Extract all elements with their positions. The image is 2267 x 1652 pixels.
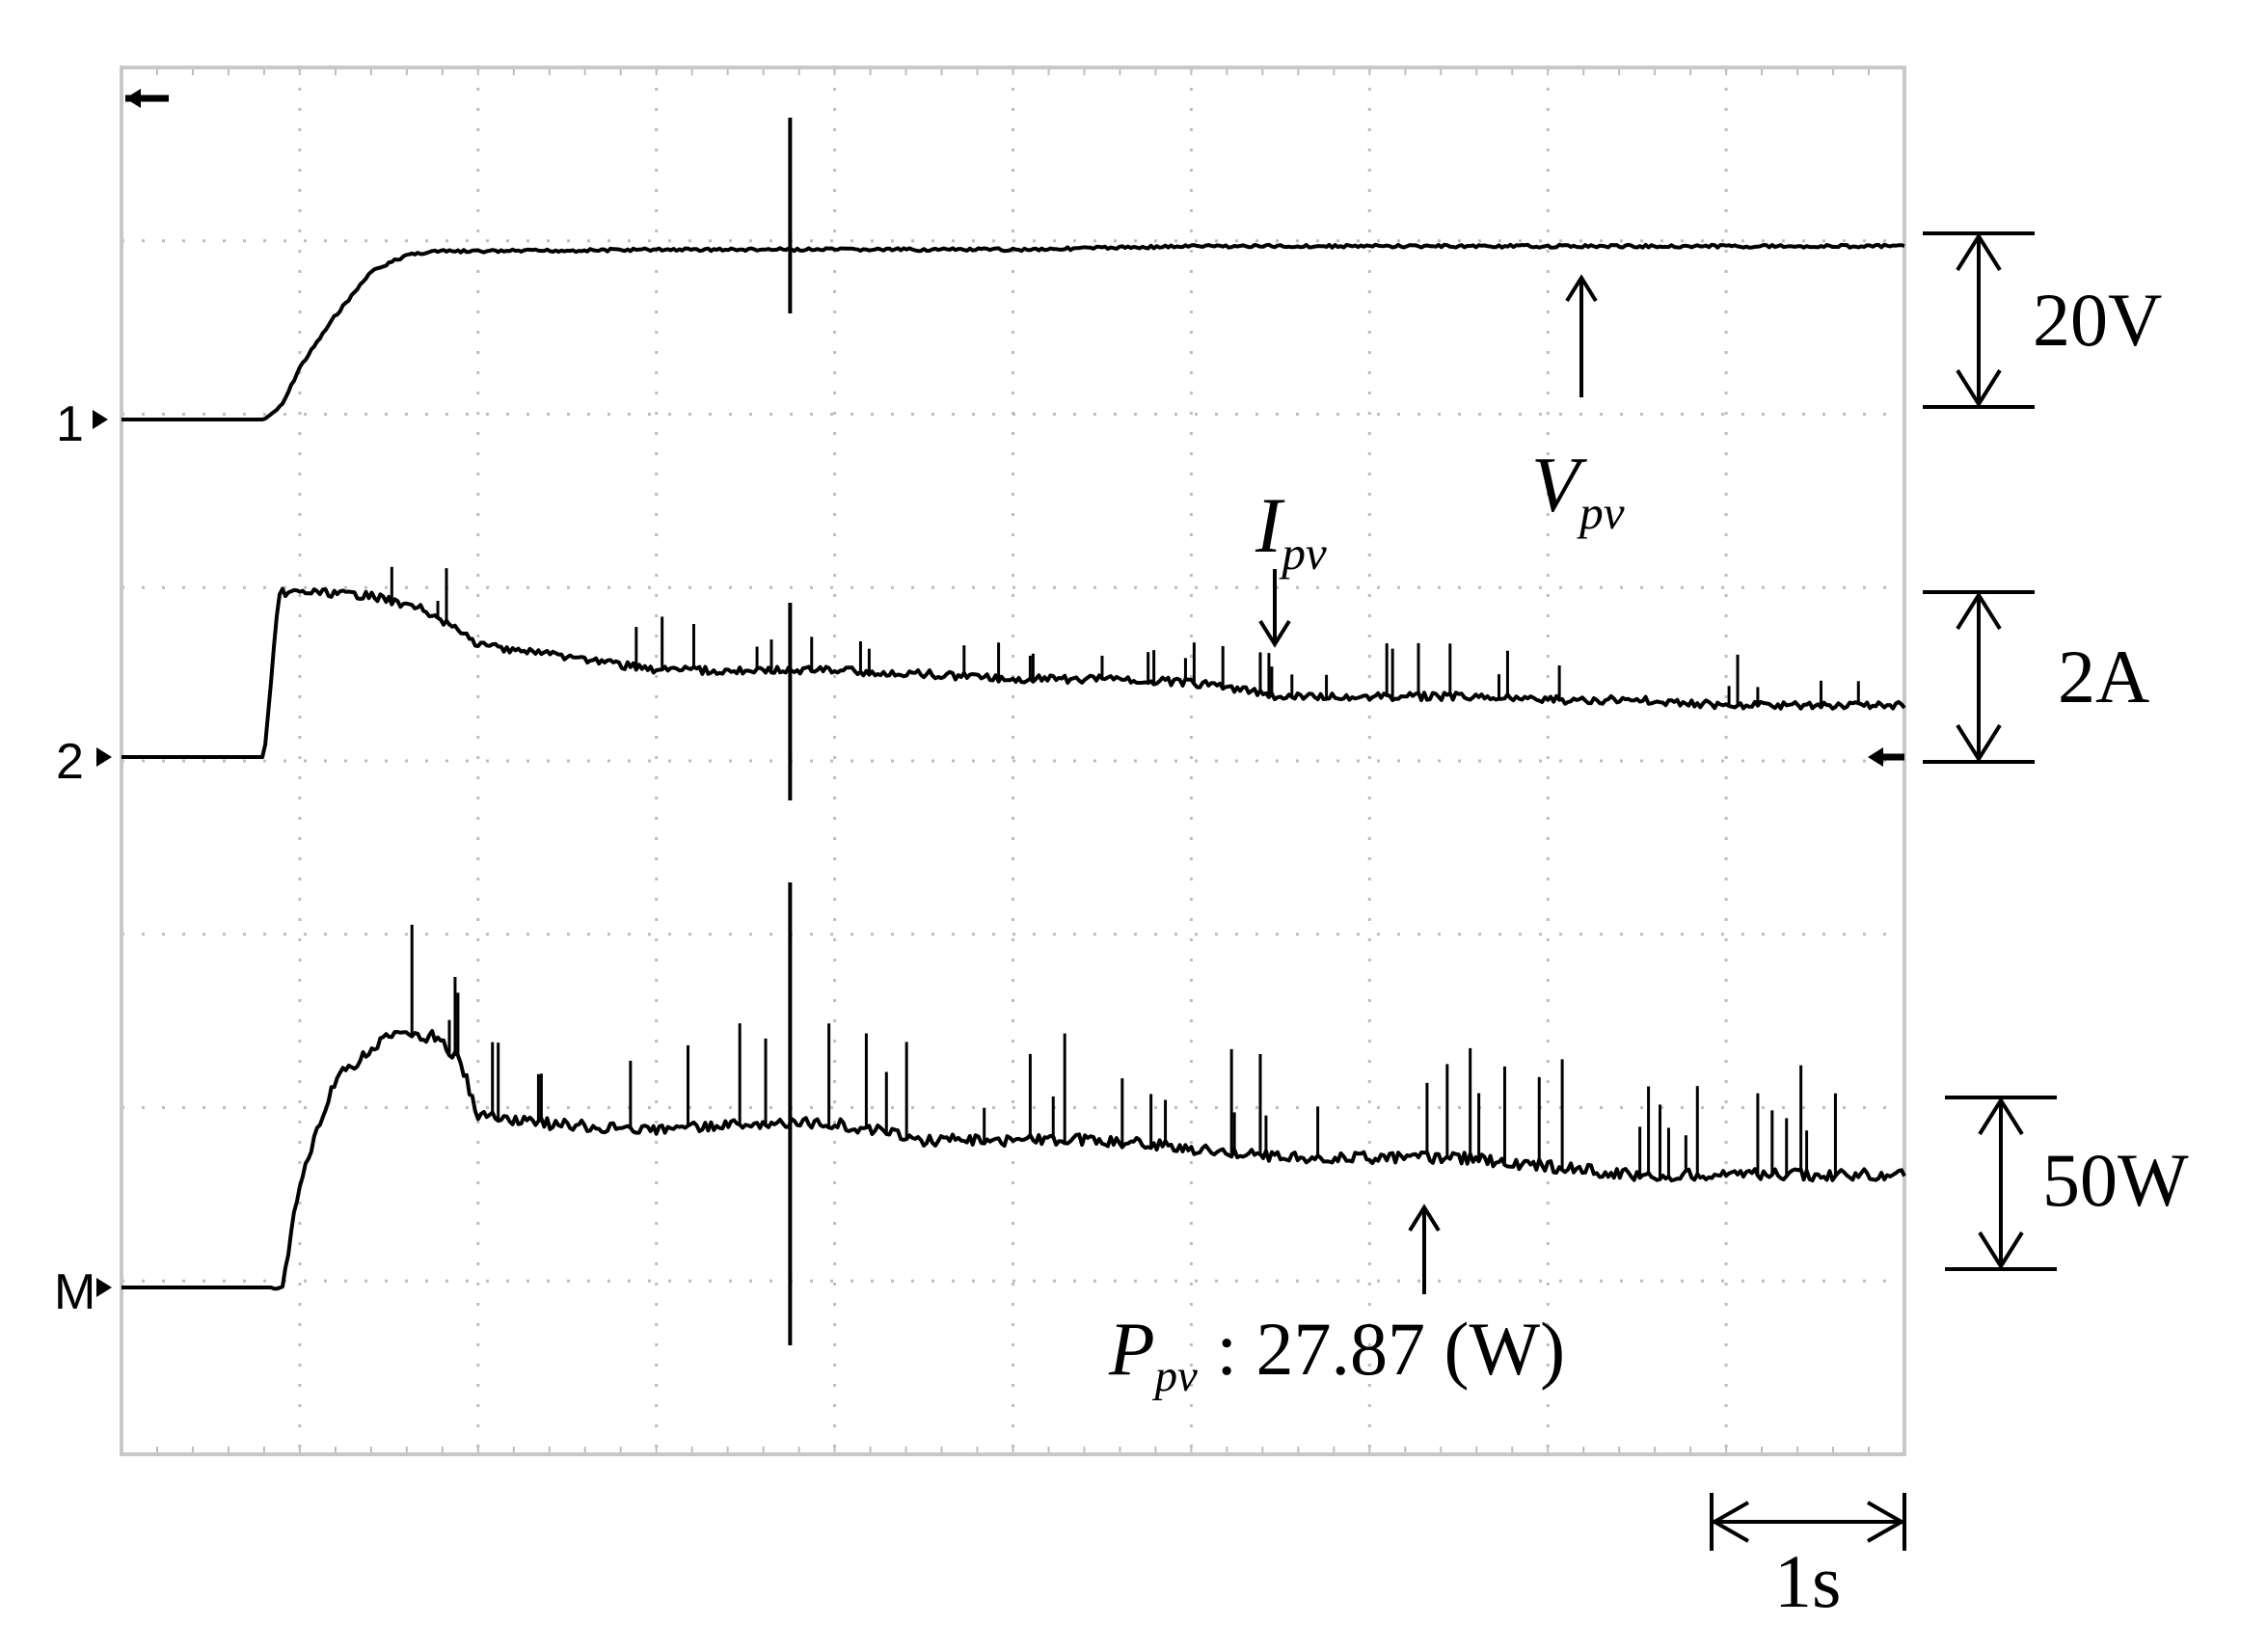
ref-arrow-1: [93, 410, 108, 429]
trace-m: [121, 1029, 1906, 1291]
bracket-current-head-top: [1956, 591, 2002, 631]
bracket-current-head-bottom: [1956, 723, 2002, 763]
trigger-arrowhead-top: [125, 89, 141, 108]
scale-brackets: [1710, 231, 2057, 1551]
bracket-time-head-left: [1710, 1501, 1749, 1543]
current-scale-label: 2A: [2058, 635, 2149, 718]
ref-arrow-m: [96, 1278, 112, 1297]
trigger-arrowhead-right: [1868, 747, 1883, 767]
bracket-power-head-bottom: [1978, 1231, 2024, 1270]
v-pv-label: Vpv: [1531, 441, 1625, 539]
bracket-time-head-right: [1867, 1501, 1906, 1543]
grid: [121, 68, 1905, 1454]
ref-arrow-2: [96, 747, 112, 767]
i-pv-arrow-head: [1258, 619, 1291, 648]
traces: [121, 242, 1906, 1291]
bracket-power-head-top: [1978, 1097, 2024, 1136]
plot-frame: [120, 66, 1906, 1456]
p-pv-label: Ppv : 27.87 (W): [1108, 1307, 1565, 1401]
i-pv-label: Ipv: [1255, 481, 1327, 580]
power-scale-label: 50W: [2042, 1138, 2189, 1222]
reference-arrows: [93, 89, 1904, 1297]
time-scale-label: 1s: [1774, 1539, 1841, 1623]
v-pv-arrow-head: [1565, 274, 1598, 303]
bracket-voltage-head-bottom: [1956, 368, 2002, 408]
p-pv-arrow-head: [1408, 1204, 1441, 1232]
trace-1: [121, 242, 1905, 421]
channel-2-marker: 2: [56, 734, 84, 790]
channel-1-marker: 1: [56, 396, 84, 452]
bracket-voltage-head-top: [1956, 232, 2002, 272]
channel-m-marker: M: [54, 1264, 95, 1320]
voltage-scale-label: 20V: [2033, 278, 2162, 362]
label-arrows: [1258, 274, 1598, 1294]
trace-2: [121, 586, 1906, 759]
